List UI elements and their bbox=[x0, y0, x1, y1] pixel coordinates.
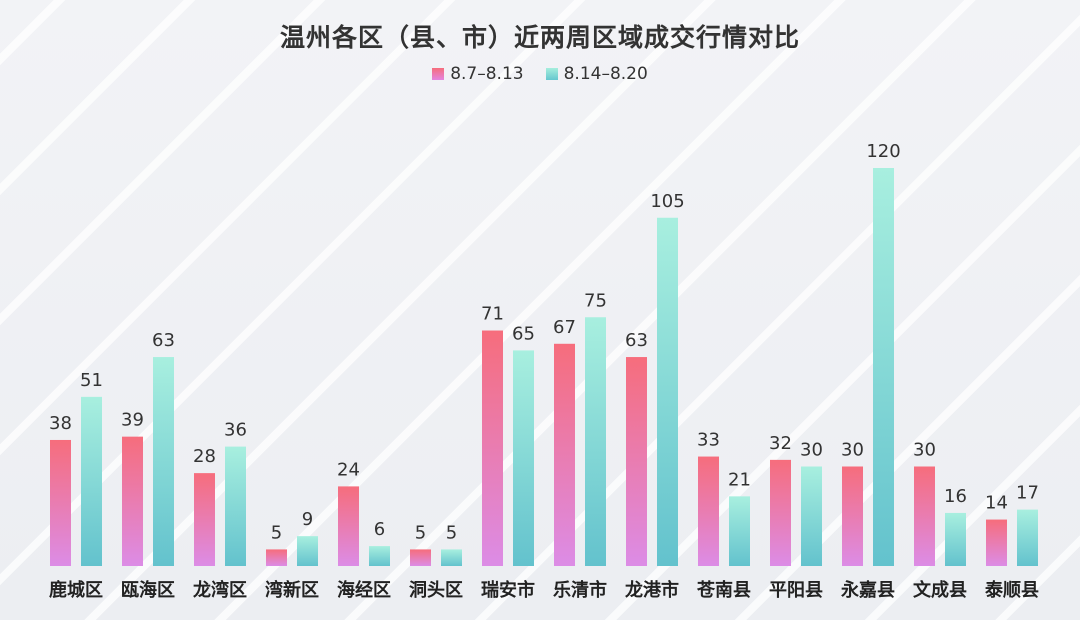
category-label-12: 永嘉县 bbox=[840, 579, 895, 601]
bar-series-1-11 bbox=[770, 459, 791, 566]
bar-series-2-12 bbox=[873, 168, 894, 566]
bar-series-1-2 bbox=[122, 436, 143, 566]
chart-title: 温州各区（县、市）近两周区域成交行情对比 bbox=[279, 23, 800, 52]
value-label-series-1-9: 63 bbox=[625, 330, 648, 351]
bar-series-1-13 bbox=[914, 466, 935, 566]
legend-label-series-2: 8.14–8.20 bbox=[563, 64, 648, 84]
bar-series-1-14 bbox=[986, 519, 1007, 566]
value-label-series-1-13: 30 bbox=[913, 440, 936, 461]
value-label-series-1-1: 38 bbox=[49, 413, 72, 434]
category-label-1: 鹿城区 bbox=[49, 579, 103, 601]
value-label-series-2-10: 21 bbox=[728, 469, 751, 490]
bar-series-1-5 bbox=[338, 486, 359, 566]
legend-label-series-1: 8.7–8.13 bbox=[450, 64, 524, 84]
bars-group bbox=[50, 168, 1038, 566]
bar-series-2-13 bbox=[945, 512, 966, 566]
value-label-series-1-3: 28 bbox=[193, 446, 216, 467]
category-label-13: 文成县 bbox=[913, 579, 967, 601]
value-label-series-2-5: 6 bbox=[374, 519, 385, 540]
value-label-series-1-10: 33 bbox=[697, 430, 720, 451]
legend-swatch-series-1 bbox=[432, 68, 445, 80]
value-label-series-2-2: 63 bbox=[152, 330, 175, 351]
category-label-4: 湾新区 bbox=[265, 579, 319, 601]
bar-series-1-7 bbox=[482, 330, 503, 566]
bar-series-2-6 bbox=[441, 549, 462, 566]
value-label-series-2-4: 9 bbox=[302, 509, 313, 530]
value-label-series-2-3: 36 bbox=[224, 420, 247, 441]
category-label-5: 海经区 bbox=[337, 579, 391, 601]
bar-series-1-10 bbox=[698, 456, 719, 566]
bar-series-2-7 bbox=[513, 350, 534, 566]
value-label-series-1-8: 67 bbox=[553, 317, 576, 338]
bar-series-1-8 bbox=[554, 343, 575, 566]
legend-item-series-2: 8.14–8.20 bbox=[545, 64, 648, 84]
category-label-7: 瑞安市 bbox=[481, 579, 535, 601]
legend: 8.7–8.13 8.14–8.20 bbox=[0, 64, 1080, 84]
value-label-series-2-1: 51 bbox=[80, 370, 103, 391]
bar-series-2-2 bbox=[153, 357, 174, 566]
category-labels-group: 鹿城区 瓯海区 龙湾区 湾新区 海经区 洞头区 瑞安市 乐清市 龙港市 苍南县 平阳县 永嘉县 文成县泰… bbox=[49, 579, 1039, 601]
bar-series-2-9 bbox=[657, 217, 678, 566]
category-label-10: 苍南县 bbox=[696, 579, 751, 601]
bar-series-1-3 bbox=[194, 473, 215, 566]
value-label-series-2-14: 17 bbox=[1016, 483, 1039, 504]
bar-series-1-4 bbox=[266, 549, 287, 566]
value-label-series-2-8: 75 bbox=[584, 290, 607, 311]
value-label-series-2-6: 5 bbox=[446, 522, 457, 543]
bar-series-2-14 bbox=[1017, 509, 1038, 566]
value-label-series-1-11: 32 bbox=[769, 433, 792, 454]
category-label-11: 平阳县 bbox=[769, 580, 823, 601]
bar-series-2-1 bbox=[81, 396, 102, 566]
bar-series-1-6 bbox=[410, 549, 431, 566]
bar-series-2-5 bbox=[369, 546, 390, 566]
value-label-series-1-7: 71 bbox=[481, 304, 504, 325]
category-label-8: 乐清市 bbox=[553, 579, 607, 601]
value-label-series-2-7: 65 bbox=[512, 323, 535, 344]
value-label-series-1-5: 24 bbox=[337, 459, 360, 480]
bar-series-2-8 bbox=[585, 317, 606, 566]
category-label-9: 龙港市 bbox=[625, 579, 679, 601]
value-label-series-2-12: 120 bbox=[866, 141, 900, 162]
category-label-6: 洞头区 bbox=[409, 580, 463, 601]
category-label-3: 龙湾区 bbox=[193, 579, 247, 601]
bar-series-1-1 bbox=[50, 439, 71, 566]
value-label-series-1-4: 5 bbox=[271, 522, 282, 543]
category-label-2: 瓯海区 bbox=[121, 579, 175, 601]
bar-series-2-3 bbox=[225, 446, 246, 566]
bar-series-2-11 bbox=[801, 466, 822, 566]
legend-item-series-1: 8.7–8.13 bbox=[432, 64, 524, 84]
value-label-series-2-9: 105 bbox=[650, 191, 684, 212]
bar-series-2-10 bbox=[729, 496, 750, 566]
bar-series-2-4 bbox=[297, 536, 318, 566]
legend-swatch-series-2 bbox=[545, 68, 558, 80]
value-label-series-1-14: 14 bbox=[985, 493, 1008, 514]
category-label-14: 泰顺县 bbox=[984, 579, 1039, 601]
value-label-series-2-13: 16 bbox=[944, 486, 967, 507]
bar-series-1-12 bbox=[842, 466, 863, 566]
value-label-series-1-6: 5 bbox=[415, 522, 426, 543]
value-label-series-1-2: 39 bbox=[121, 410, 144, 431]
bar-series-1-9 bbox=[626, 357, 647, 566]
value-label-series-2-11: 30 bbox=[800, 440, 823, 461]
value-label-series-1-12: 30 bbox=[841, 440, 864, 461]
